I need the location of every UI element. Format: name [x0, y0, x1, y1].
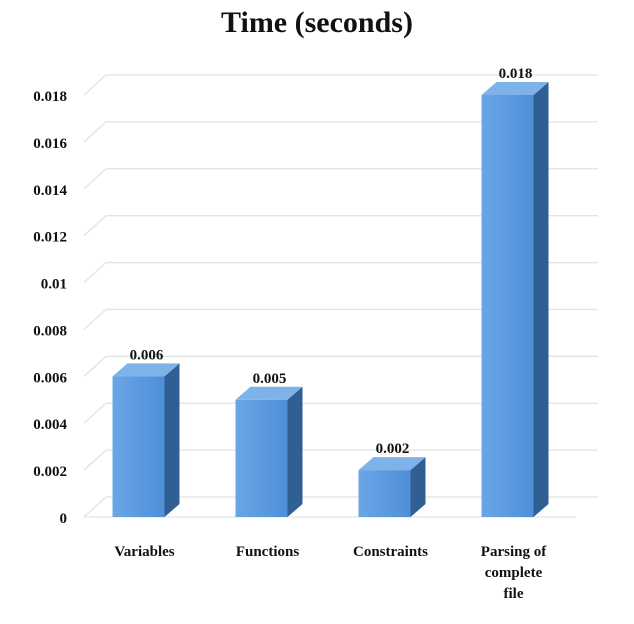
gridline: [83, 168, 598, 190]
gridline: [83, 215, 598, 237]
gridline: [83, 121, 598, 143]
x-tick-label: complete: [485, 565, 543, 581]
bar-front: [112, 376, 165, 517]
gridline: [83, 74, 598, 96]
bar-front: [481, 95, 534, 517]
x-tick-label: file: [504, 586, 524, 602]
gridline: [83, 449, 598, 471]
bar-front: [358, 470, 411, 517]
data-label: 0.018: [499, 66, 533, 82]
gridline: [83, 496, 598, 518]
bar: [235, 386, 303, 517]
data-label: 0.005: [253, 371, 287, 387]
y-axis-ticks: 0 0.002 0.004 0.006 0.008 0.01 0.012 0.014 0.016…: [33, 89, 67, 527]
bar-front: [235, 399, 288, 517]
chart-title: Time (seconds): [221, 6, 413, 39]
bar-side: [164, 363, 180, 517]
y-tick-label: 0.006: [33, 370, 67, 386]
bar: [112, 363, 180, 517]
y-tick-label: 0.012: [33, 230, 67, 246]
y-tick-label: 0.004: [33, 417, 67, 433]
gridline: [83, 402, 598, 424]
bar-side: [533, 82, 549, 517]
bar-side: [287, 386, 303, 517]
x-tick-label: Constraints: [353, 544, 428, 560]
bar-top: [235, 386, 303, 400]
x-tick-label: Variables: [114, 544, 174, 560]
bar: [481, 82, 549, 517]
gridline: [83, 308, 598, 330]
data-label: 0.006: [130, 347, 164, 363]
bar-top: [112, 363, 180, 377]
gridline: [83, 355, 598, 377]
x-tick-label: Parsing of: [481, 544, 547, 560]
y-tick-label: 0.01: [41, 277, 67, 293]
y-tick-label: 0.016: [33, 136, 67, 152]
x-axis-ticks: Variables Functions Constraints Parsing of c…: [114, 544, 547, 602]
y-tick-label: 0: [60, 511, 68, 527]
y-tick-label: 0.018: [33, 89, 67, 105]
data-labels: 0.006 0.005 0.002 0.018: [130, 66, 533, 457]
bars: [112, 82, 549, 517]
gridline: [83, 261, 598, 284]
bar-side: [410, 457, 426, 517]
y-tick-label: 0.002: [33, 464, 67, 480]
bar-top: [358, 457, 426, 471]
bar-top: [481, 82, 549, 95]
x-tick-label: Functions: [236, 544, 300, 560]
data-label: 0.002: [376, 441, 410, 457]
bar: [358, 457, 426, 517]
y-tick-label: 0.014: [33, 183, 67, 199]
y-tick-label: 0.008: [33, 323, 67, 339]
